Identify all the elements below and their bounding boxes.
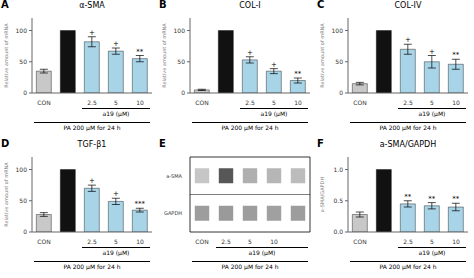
html-text:α-SMA: α-SMA (79, 1, 105, 10)
svg-text:2.5: 2.5 (221, 238, 231, 244)
svg-text:+: + (405, 36, 411, 44)
html-text:PA 200 μM for 24 h: PA 200 μM for 24 h (221, 263, 279, 270)
svg-text:***: *** (135, 200, 146, 208)
svg-text:5: 5 (114, 238, 118, 244)
svg-text:+: + (113, 190, 119, 198)
svg-text:10: 10 (270, 238, 278, 244)
svg-text:5: 5 (272, 99, 276, 105)
svg-text:100: 100 (174, 27, 186, 34)
svg-text:100: 100 (16, 27, 28, 34)
html-text:PA 200 μM for 24 h: PA 200 μM for 24 h (379, 263, 437, 270)
svg-text:Relative amount of mRNA: Relative amount of mRNA (161, 23, 167, 88)
html-text:COL-I: COL-I (239, 1, 261, 10)
svg-text:CON: CON (353, 99, 366, 105)
svg-text:CON: CON (353, 238, 366, 244)
svg-text:0: 0 (339, 89, 343, 96)
svg-text:2.5: 2.5 (403, 238, 413, 244)
svg-text:2.5: 2.5 (87, 99, 97, 105)
html-text:D: D (1, 138, 10, 149)
html-text:TGF-β1: TGF-β1 (77, 140, 107, 149)
html-text:B: B (159, 0, 167, 10)
html-text:COL-IV: COL-IV (394, 1, 422, 10)
svg-text:10: 10 (136, 238, 144, 244)
svg-text:0: 0 (23, 89, 27, 96)
html-text:a19 (μM): a19 (μM) (248, 249, 276, 256)
html-text:a19 (μM): a19 (μM) (260, 110, 288, 117)
svg-text:10: 10 (452, 99, 460, 105)
svg-text:+: + (89, 177, 95, 185)
html-text:A: A (1, 0, 9, 10)
svg-text:50: 50 (335, 58, 343, 65)
svg-text:50: 50 (177, 58, 185, 65)
svg-text:100: 100 (16, 166, 28, 173)
svg-text:CON: CON (37, 99, 50, 105)
svg-text:5: 5 (114, 99, 118, 105)
html-text:PA 200 μM for 24 h: PA 200 μM for 24 h (63, 124, 121, 131)
svg-text:10: 10 (136, 99, 144, 105)
html-text:a-SMA/GAPDH: a-SMA/GAPDH (379, 140, 437, 149)
svg-text:GAPDH: GAPDH (164, 210, 182, 216)
html-text:PA 200 μM for 24 h: PA 200 μM for 24 h (221, 124, 279, 131)
svg-text:10: 10 (452, 238, 460, 244)
html-text:PA 200 μM for 24 h: PA 200 μM for 24 h (63, 263, 121, 270)
svg-text:2.5: 2.5 (403, 99, 413, 105)
svg-text:50: 50 (19, 197, 27, 204)
svg-text:+: + (247, 49, 253, 57)
svg-text:0.0: 0.0 (333, 228, 343, 235)
html-text:F: F (317, 138, 324, 149)
html-text:a19 (μM): a19 (μM) (102, 110, 130, 117)
svg-text:2.5: 2.5 (245, 99, 255, 105)
svg-text:0: 0 (23, 228, 27, 235)
svg-text:**: ** (452, 195, 460, 203)
svg-text:**: ** (136, 48, 144, 56)
svg-text:5: 5 (248, 238, 252, 244)
svg-text:+: + (113, 40, 119, 48)
svg-text:+: + (429, 48, 435, 56)
svg-text:10: 10 (294, 99, 302, 105)
svg-text:**: ** (404, 193, 412, 201)
svg-text:**: ** (428, 195, 436, 203)
html-text:a19 (μM): a19 (μM) (418, 249, 446, 256)
svg-text:50: 50 (19, 58, 27, 65)
html-text:E: E (159, 138, 166, 149)
svg-text:CON: CON (195, 238, 208, 244)
svg-text:+: + (271, 61, 277, 69)
svg-text:100: 100 (332, 27, 344, 34)
svg-text:5: 5 (430, 99, 434, 105)
svg-text:1.0: 1.0 (333, 166, 343, 173)
html-text:C: C (317, 0, 325, 10)
svg-text:0.5: 0.5 (333, 197, 343, 204)
svg-text:5: 5 (430, 238, 434, 244)
html-text:PA 200 μM for 24 h: PA 200 μM for 24 h (379, 124, 437, 131)
svg-text:**: ** (294, 70, 302, 78)
svg-text:Relative amount of mRNA: Relative amount of mRNA (319, 23, 325, 88)
svg-text:**: ** (452, 51, 460, 59)
svg-text:CON: CON (37, 238, 50, 244)
svg-text:2.5: 2.5 (87, 238, 97, 244)
svg-text:CON: CON (195, 99, 208, 105)
svg-text:+: + (89, 29, 95, 37)
html-text:a19 (μM): a19 (μM) (102, 249, 130, 256)
svg-text:Relative amount of mRNA: Relative amount of mRNA (8, 23, 9, 88)
svg-text:0: 0 (181, 89, 185, 96)
svg-text:Relative amount of mRNA: Relative amount of mRNA (8, 162, 9, 227)
html-text:a19 (μM): a19 (μM) (418, 110, 446, 117)
svg-text:a-SMA: a-SMA (166, 173, 182, 179)
svg-text:a-SMA/GAPDH: a-SMA/GAPDH (319, 177, 325, 213)
